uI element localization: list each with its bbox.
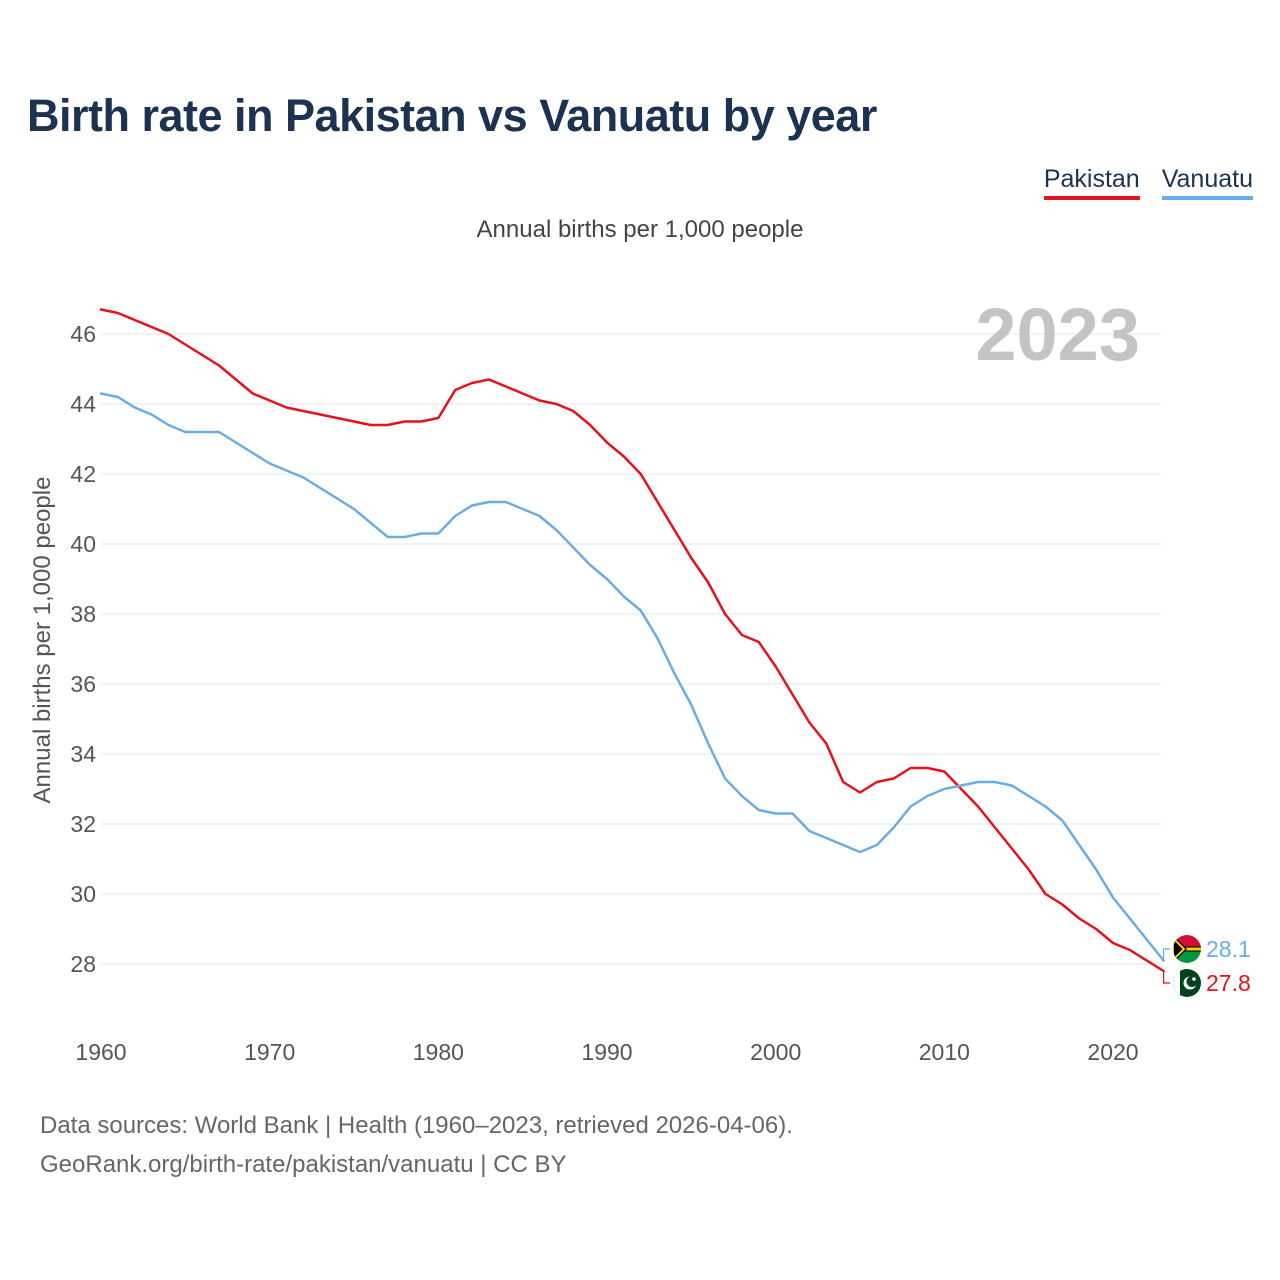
y-tick-label-42: 42 (70, 461, 96, 487)
series-line-pakistan[interactable] (99, 308, 1165, 973)
pakistan-flag-icon (1173, 969, 1201, 997)
y-tick-label-28: 28 (70, 951, 96, 977)
x-tick-label-2000: 2000 (750, 1039, 801, 1065)
footer: Data sources: World Bank | Health (1960–… (40, 1106, 793, 1184)
legend-item-vanuatu[interactable]: Vanuatu (1161, 164, 1253, 200)
y-tick-label-32: 32 (70, 811, 96, 837)
x-tick-label-1960: 1960 (75, 1039, 126, 1065)
x-tick-label-1990: 1990 (581, 1039, 632, 1065)
y-axis-label: Annual births per 1,000 people (29, 477, 56, 804)
y-tick-label-40: 40 (70, 531, 96, 557)
end-value-label-vanuatu: 28.1 (1206, 936, 1251, 962)
y-tick-label-30: 30 (70, 881, 96, 907)
legend-item-pakistan[interactable]: Pakistan (1043, 164, 1140, 200)
chart-title: Birth rate in Pakistan vs Vanuatu by yea… (27, 90, 877, 141)
chart-subtitle: Annual births per 1,000 people (476, 216, 804, 243)
footer-sources: Data sources: World Bank | Health (1960–… (40, 1112, 793, 1139)
x-tick-label-2020: 2020 (1087, 1039, 1138, 1065)
vanuatu-flag-icon (1173, 935, 1201, 963)
y-tick-label-34: 34 (70, 741, 96, 767)
end-connector-pakistan (1163, 971, 1170, 984)
legend: Pakistan Vanuatu (1043, 164, 1253, 200)
y-tick-label-44: 44 (70, 391, 96, 417)
y-tick-label-38: 38 (70, 601, 96, 627)
x-tick-label-1980: 1980 (413, 1039, 464, 1065)
y-tick-label-46: 46 (70, 321, 96, 347)
x-tick-label-2010: 2010 (919, 1039, 970, 1065)
end-value-label-pakistan: 27.8 (1206, 970, 1251, 996)
x-tick-label-1970: 1970 (244, 1039, 295, 1065)
year-watermark: 2023 (975, 293, 1140, 376)
end-connector-vanuatu (1163, 948, 1170, 961)
footer-attribution[interactable]: GeoRank.org/birth-rate/pakistan/vanuatu … (40, 1151, 567, 1178)
series-line-vanuatu[interactable] (99, 392, 1165, 962)
y-tick-label-36: 36 (70, 671, 96, 697)
